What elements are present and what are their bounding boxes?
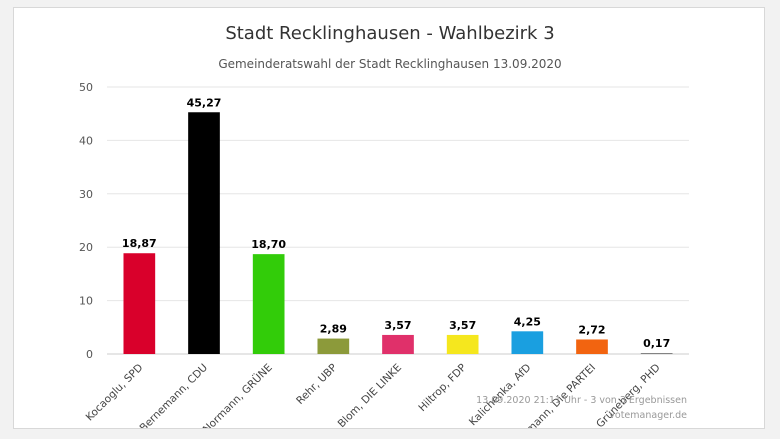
y-tick-label: 40 bbox=[79, 134, 93, 147]
bars bbox=[123, 112, 673, 354]
bar[interactable] bbox=[446, 334, 479, 354]
data-label: 2,89 bbox=[320, 323, 347, 336]
data-label: 3,57 bbox=[384, 319, 411, 332]
bar[interactable] bbox=[252, 254, 285, 354]
x-tick-label: Bernemann, CDU bbox=[138, 362, 211, 429]
data-label: 2,72 bbox=[578, 323, 605, 336]
chart-frame: Stadt Recklinghausen - Wahlbezirk 3 Geme… bbox=[13, 7, 765, 429]
data-label: 45,27 bbox=[187, 96, 222, 109]
bar-chart: Stadt Recklinghausen - Wahlbezirk 3 Geme… bbox=[79, 23, 689, 429]
chart-subtitle: Gemeinderatswahl der Stadt Recklinghause… bbox=[218, 57, 561, 71]
bar[interactable] bbox=[317, 338, 350, 354]
y-axis-ticks: 0 10 20 30 40 50 bbox=[79, 81, 93, 361]
data-label: 18,70 bbox=[251, 238, 286, 251]
x-tick-label: Rehr, UBP bbox=[294, 362, 339, 407]
data-label: 4,25 bbox=[514, 315, 541, 328]
data-label: 0,17 bbox=[643, 337, 670, 350]
credits-status: 13.09.2020 21:11 Uhr - 3 von 3 Ergebniss… bbox=[476, 395, 687, 406]
data-label: 18,87 bbox=[122, 237, 157, 250]
data-labels: 18,87 45,27 18,70 2,89 3,57 3,57 4,25 2,72 0,17 bbox=[122, 96, 670, 350]
bar[interactable] bbox=[576, 339, 608, 354]
y-tick-label: 0 bbox=[86, 348, 93, 361]
x-tick-label: Normann, GRÜNE bbox=[200, 361, 275, 429]
y-tick-label: 20 bbox=[79, 241, 93, 254]
credits-source[interactable]: votemanager.de bbox=[609, 410, 687, 421]
data-label: 3,57 bbox=[449, 319, 476, 332]
x-tick-label: Kocaoglu, SPD bbox=[84, 362, 146, 424]
bar[interactable] bbox=[123, 253, 156, 354]
x-tick-label: Blom, DIE LINKE bbox=[336, 362, 405, 429]
y-tick-label: 10 bbox=[79, 295, 93, 308]
y-tick-label: 50 bbox=[79, 81, 93, 94]
x-tick-label: Hiltrop, FDP bbox=[416, 362, 468, 414]
bar[interactable] bbox=[511, 331, 544, 354]
bar[interactable] bbox=[382, 334, 414, 354]
bar[interactable] bbox=[640, 353, 673, 354]
chart-title: Stadt Recklinghausen - Wahlbezirk 3 bbox=[225, 23, 554, 44]
bar[interactable] bbox=[188, 112, 220, 354]
y-tick-label: 30 bbox=[79, 188, 93, 201]
